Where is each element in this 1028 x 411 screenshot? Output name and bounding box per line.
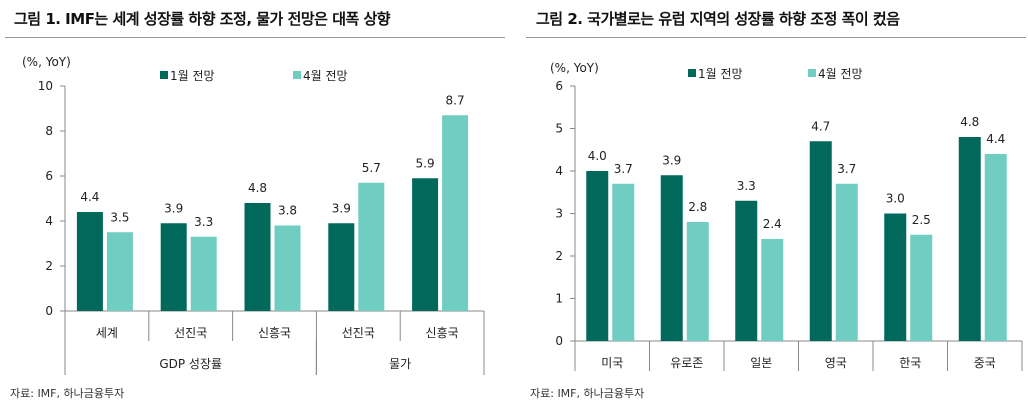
chart2-category-label: 영국 — [825, 356, 847, 370]
chart2-title-rule — [526, 37, 1026, 38]
chart1-y-tick-label: 2 — [45, 259, 53, 273]
chart1-y-tick-label: 6 — [45, 169, 53, 183]
chart1-bar-jan — [328, 223, 355, 311]
chart1-category-label: 선진국 — [342, 326, 375, 340]
chart2-category-label: 유로존 — [670, 356, 703, 370]
chart2-data-label: 4.0 — [588, 149, 607, 163]
chart1-bar-jan — [76, 212, 103, 311]
chart1-bar-jan — [244, 203, 271, 311]
chart1-bar-jan — [412, 178, 439, 311]
chart1-bar-apr — [358, 182, 385, 311]
chart2-title: 그림 2. 국가별로는 유럽 지역의 성장률 하향 조정 폭이 컸음 — [536, 10, 900, 28]
chart2-bar-jan — [958, 137, 981, 341]
chart1-source: 자료: IMF, 하나금융투자 — [10, 387, 125, 400]
chart1-y-tick-label: 8 — [45, 124, 53, 138]
chart2-data-label: 4.8 — [960, 115, 979, 129]
chart1-y-tick-label: 0 — [45, 304, 53, 318]
chart1-legend-label: 1월 전망 — [170, 69, 215, 83]
chart2-category-label: 일본 — [750, 356, 772, 370]
chart2-bar-apr — [761, 239, 784, 341]
chart1-group-label: 물가 — [389, 357, 411, 371]
chart2-category-label: 중국 — [974, 356, 996, 370]
chart1-data-label: 3.8 — [278, 204, 297, 218]
chart2-legend-swatch — [688, 69, 696, 77]
chart2-data-label: 4.4 — [986, 132, 1005, 146]
chart1-data-label: 8.7 — [446, 93, 465, 107]
chart1-y-axis-label: (%, YoY) — [22, 55, 71, 69]
chart2-data-label: 3.0 — [886, 192, 905, 206]
chart1-category-label: 신흥국 — [426, 326, 459, 340]
chart2-category-label: 한국 — [899, 356, 921, 370]
chart1-legend-swatch — [160, 71, 168, 79]
chart2-data-label: 3.3 — [737, 179, 756, 193]
chart1-bar-apr — [106, 232, 133, 311]
chart1-legend-label: 4월 전망 — [303, 69, 348, 83]
chart2-y-tick-label: 4 — [555, 164, 563, 178]
chart2-y-tick-label: 1 — [555, 292, 563, 306]
chart2-y-tick-label: 2 — [555, 249, 563, 263]
chart1-group-label: GDP 성장률 — [159, 357, 222, 371]
chart2-y-tick-label: 5 — [555, 122, 563, 136]
chart1-data-label: 3.9 — [332, 201, 351, 215]
chart2-data-label: 2.8 — [688, 200, 707, 214]
chart1-title: 그림 1. IMF는 세계 성장률 하향 조정, 물가 전망은 대폭 상향 — [14, 10, 391, 28]
chart1-title-rule — [5, 37, 505, 38]
chart2-legend-label: 1월 전망 — [698, 67, 743, 81]
chart1-data-label: 3.3 — [194, 215, 213, 229]
chart2-y-tick-label: 3 — [555, 207, 563, 221]
chart1-category-label: 신흥국 — [258, 326, 291, 340]
chart1-data-label: 5.7 — [362, 161, 381, 175]
chart2-y-tick-label: 0 — [555, 334, 563, 348]
chart1-data-label: 3.5 — [110, 210, 129, 224]
chart1-data-label: 5.9 — [416, 156, 435, 170]
chart2-data-label: 3.7 — [614, 162, 633, 176]
chart1-legend-swatch — [293, 71, 301, 79]
chart2-bar-jan — [735, 200, 758, 341]
chart1-data-label: 3.9 — [164, 201, 183, 215]
chart2-data-label: 3.7 — [837, 162, 856, 176]
chart2-category-label: 미국 — [601, 356, 623, 370]
chart2-bar-apr — [612, 183, 635, 341]
chart2-data-label: 3.9 — [662, 153, 681, 167]
chart2-legend-swatch — [808, 69, 816, 77]
chart1-bar-apr — [274, 225, 301, 311]
chart2-data-label: 4.7 — [811, 119, 830, 133]
chart2-source: 자료: IMF, 하나금융투자 — [530, 387, 645, 400]
chart2-legend-label: 4월 전망 — [818, 67, 863, 81]
chart1-data-label: 4.4 — [80, 190, 99, 204]
chart1-bar-apr — [190, 236, 217, 311]
chart1-category-label: 선진국 — [174, 326, 207, 340]
chart2-bar-apr — [984, 154, 1007, 341]
chart2-bar-jan — [586, 171, 609, 341]
chart2-bar-apr — [686, 222, 709, 341]
chart2-y-axis-label: (%, YoY) — [550, 61, 599, 75]
chart2-bar-jan — [809, 141, 832, 341]
chart1-y-tick-label: 10 — [38, 79, 53, 93]
chart1-bar-jan — [160, 223, 187, 311]
chart2-bar-jan — [660, 175, 683, 341]
chart2-data-label: 2.4 — [763, 217, 782, 231]
chart1-bar-apr — [442, 115, 469, 311]
chart2-bar-apr — [835, 183, 858, 341]
chart2-bar-apr — [910, 234, 933, 341]
chart2-data-label: 2.5 — [912, 213, 931, 227]
chart2-bar-jan — [884, 213, 907, 341]
chart1-y-tick-label: 4 — [45, 214, 53, 228]
chart1-data-label: 4.8 — [248, 181, 267, 195]
chart1-category-label: 세계 — [96, 326, 118, 340]
chart2-y-tick-label: 6 — [555, 79, 563, 93]
